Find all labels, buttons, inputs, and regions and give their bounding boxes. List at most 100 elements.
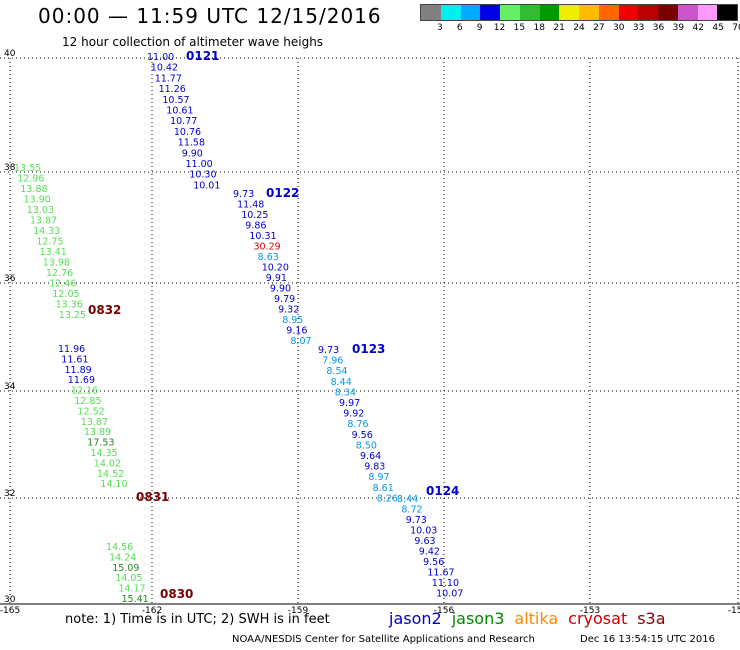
track-0831: 11.9611.6111.8911.6912.1612.8512.5213.87… — [58, 344, 169, 504]
legend-tick-label: 21 — [553, 23, 565, 33]
wave-height-value: 17.53 — [87, 438, 114, 449]
wave-height-value: 9.86 — [245, 221, 266, 232]
legend-tick-label: 30 — [613, 23, 625, 33]
satellite-key: jason2 jason3 altika cryosat s3a — [389, 609, 676, 628]
wave-height-value: 9.73 — [318, 345, 339, 356]
wave-height-value: 8.95 — [282, 315, 303, 326]
wave-height-value: 13.90 — [24, 195, 51, 206]
longitude-label: -150 — [728, 606, 740, 616]
wave-height-value: 10.76 — [174, 127, 201, 138]
wave-height-value: 9.16 — [286, 326, 307, 337]
wave-height-value: 13.89 — [84, 427, 111, 438]
wave-height-value: 14.52 — [97, 469, 124, 480]
longitude-label: -156 — [434, 606, 455, 616]
legend-swatch — [638, 5, 658, 20]
latitude-label: 36 — [4, 274, 16, 284]
wave-height-value: 11.96 — [58, 344, 85, 355]
color-legend: 36912151821242730333639424570(ft) — [420, 4, 740, 35]
wave-height-value: 8.63 — [258, 252, 279, 263]
legend-tick-label: 24 — [573, 23, 585, 33]
wave-height-value: 10.57 — [162, 95, 189, 106]
satellite-name-cryosat: cryosat — [568, 609, 628, 628]
longitude-label: -162 — [142, 606, 162, 616]
latitude-label: 32 — [4, 489, 15, 499]
wave-height-value: 10.03 — [410, 526, 437, 537]
satellite-name-jason2: jason2 — [389, 609, 442, 628]
credit-line: NOAA/NESDIS Center for Satellite Applica… — [232, 634, 535, 645]
wave-height-value: 8.61 — [373, 483, 394, 494]
wave-height-value: 10.25 — [241, 210, 268, 221]
wave-height-value: 11.77 — [155, 73, 182, 84]
wave-height-value: 8.26 — [377, 493, 398, 504]
pass-id-label: 0832 — [88, 303, 121, 317]
wave-height-value: 13.36 — [56, 300, 83, 311]
wave-height-value: 12.76 — [46, 268, 73, 279]
legend-swatch — [519, 5, 540, 20]
legend-tick-label: 36 — [652, 23, 665, 33]
legend-ticks: 36912151821242730333639424570(ft) — [420, 21, 740, 35]
legend-swatch — [658, 5, 678, 20]
wave-height-value: 11.61 — [61, 354, 88, 365]
latitude-label: 34 — [4, 382, 16, 392]
wave-height-value: 10.30 — [189, 170, 216, 181]
wave-height-value: 13.87 — [30, 216, 57, 227]
satellite-name-jason3: jason3 — [451, 609, 505, 628]
wave-height-value: 10.61 — [166, 106, 193, 117]
legend-tick-label: 27 — [593, 23, 605, 33]
legend-swatch — [598, 5, 619, 20]
wave-height-value: 10.20 — [262, 263, 289, 274]
legend-swatch — [500, 5, 520, 20]
legend-swatch — [717, 5, 737, 20]
wave-height-value: 9.73 — [406, 515, 427, 526]
wave-height-value: 13.88 — [20, 184, 47, 195]
track-0123: 9.737.968.548.448.349.979.928.769.568.50… — [318, 342, 398, 504]
wave-height-value: 9.32 — [278, 305, 299, 316]
legend-swatch — [579, 5, 599, 20]
wave-height-value: 9.64 — [360, 451, 381, 462]
wave-height-value: 8.44 — [397, 494, 418, 505]
wave-height-value: 13.98 — [43, 258, 70, 269]
wave-height-value: 12.46 — [49, 279, 76, 290]
satellite-name-s3a: s3a — [637, 609, 666, 628]
wave-height-value: 13.41 — [40, 247, 67, 258]
legend-tick-label: 15 — [513, 23, 526, 33]
wave-height-value: 9.97 — [339, 398, 360, 409]
wave-height-value: 14.02 — [94, 458, 121, 469]
wave-height-value: 9.90 — [182, 148, 203, 159]
legend-swatch — [539, 5, 560, 20]
wave-height-value: 12.16 — [71, 386, 98, 397]
pass-id-label: 0124 — [426, 484, 459, 498]
wave-height-value: 9.63 — [414, 536, 435, 547]
longitude-label: -153 — [580, 606, 600, 616]
legend-tick-label: 9 — [476, 23, 483, 33]
wave-height-value: 8.76 — [347, 419, 368, 430]
wave-height-value: 11.26 — [159, 84, 186, 95]
latitude-label: 38 — [4, 163, 16, 173]
wave-height-value: 9.42 — [419, 547, 440, 558]
legend-tick-label: 42 — [692, 23, 704, 33]
wave-height-value: 8.72 — [401, 505, 422, 516]
wave-height-value: 9.79 — [274, 294, 295, 305]
legend-tick-label: 70 — [732, 23, 740, 33]
wave-height-value: 9.56 — [352, 430, 373, 441]
legend-swatch — [559, 5, 579, 20]
legend-swatch — [421, 5, 441, 20]
wave-height-value: 12.85 — [74, 396, 101, 407]
legend-swatch — [697, 5, 718, 20]
legend-swatch — [618, 5, 639, 20]
satellite-name-altika: altika — [514, 609, 559, 628]
map-title: 00:00 — 11:59 UTC 12/15/2016 — [38, 4, 382, 28]
wave-height-value: 15.41 — [122, 594, 149, 605]
units-note: note: 1) Time is in UTC; 2) SWH is in fe… — [65, 612, 330, 627]
wave-height-value: 8.97 — [368, 472, 389, 483]
wave-height-value: 14.35 — [91, 448, 118, 459]
wave-height-value: 10.31 — [249, 231, 276, 242]
wave-height-value: 12.96 — [17, 174, 44, 185]
map-grid — [0, 57, 740, 605]
wave-height-value: 9.90 — [270, 284, 291, 295]
wave-height-value: 8.34 — [335, 387, 356, 398]
legend-tick-label: 18 — [533, 23, 545, 33]
legend-tick-label: 45 — [712, 23, 724, 33]
